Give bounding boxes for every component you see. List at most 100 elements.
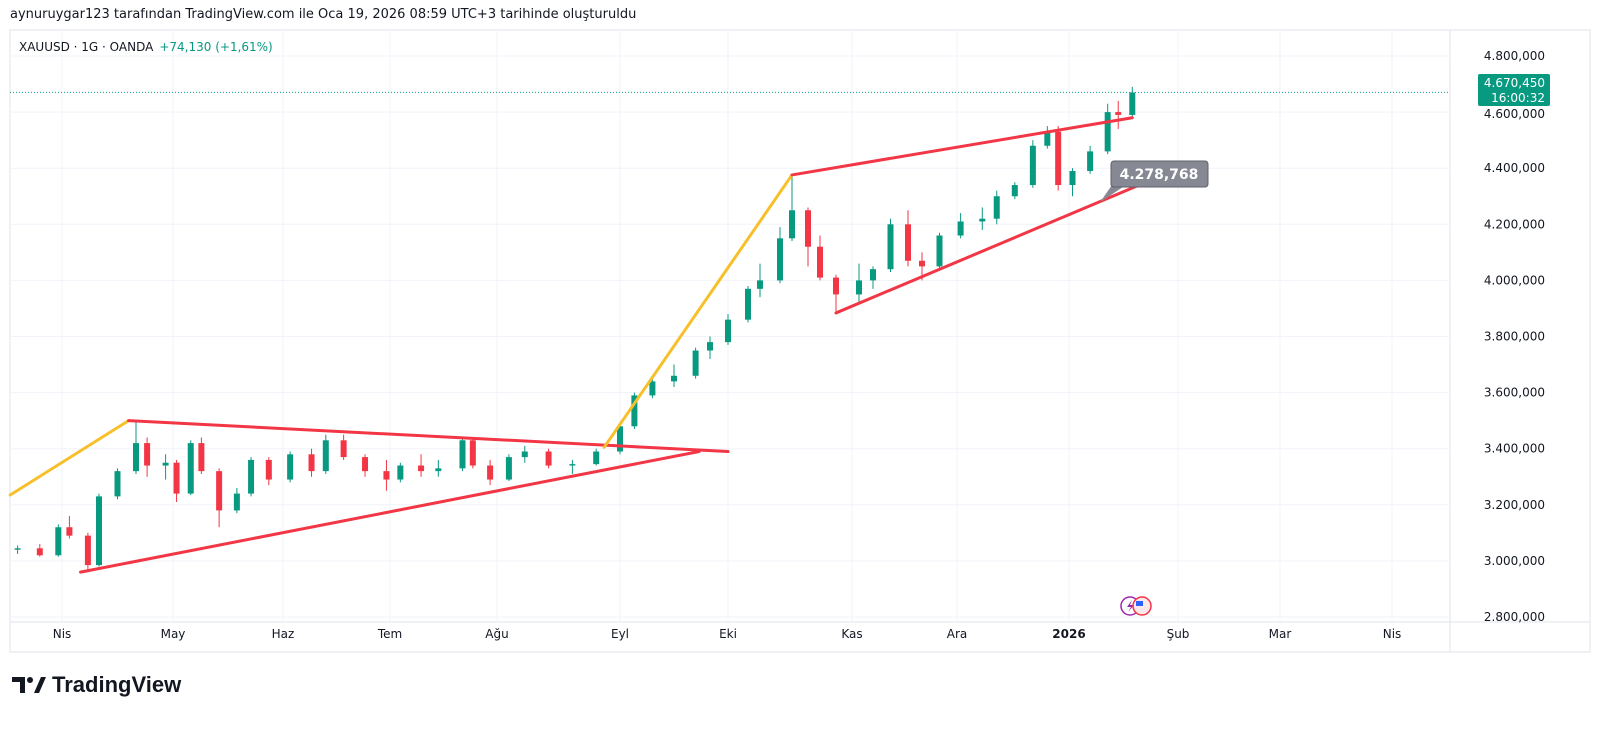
- trendline-red: [834, 183, 1141, 315]
- candle-body: [287, 454, 294, 480]
- x-tick-label: May: [161, 627, 186, 641]
- candle-body: [789, 210, 795, 239]
- x-tick-label: Eyl: [611, 627, 629, 641]
- candle-body: [216, 471, 223, 511]
- y-tick-label: 3.000,000: [1484, 554, 1545, 568]
- candle-body: [248, 459, 255, 494]
- candle-body: [1055, 131, 1062, 186]
- candle-body: [505, 457, 512, 480]
- candle-body: [1029, 145, 1036, 186]
- tradingview-logo[interactable]: TradingView: [12, 672, 181, 698]
- candle-body: [397, 465, 404, 480]
- x-tick-label: Tem: [377, 627, 402, 641]
- lightning-icon: [1127, 600, 1134, 612]
- candle-body: [745, 288, 751, 320]
- x-tick-label: Haz: [272, 627, 295, 641]
- y-tick-label: 4.400,000: [1484, 161, 1545, 175]
- y-tick-label: 2.800,000: [1484, 610, 1545, 624]
- candle-body: [383, 471, 390, 480]
- candle-body: [36, 548, 43, 556]
- candle-body: [593, 451, 600, 465]
- x-tick-label: Şub: [1167, 627, 1190, 641]
- candle-body: [114, 471, 121, 497]
- y-tick-label: 3.400,000: [1484, 442, 1545, 456]
- candle-body: [545, 451, 552, 466]
- candle-body: [725, 319, 731, 343]
- brand-name: TradingView: [52, 672, 182, 697]
- y-tick-label: 3.200,000: [1484, 498, 1545, 512]
- trendline-yellow: [8, 419, 131, 497]
- trendline-red: [79, 450, 701, 574]
- candle-body: [777, 238, 783, 281]
- y-tick-label: 4.800,000: [1484, 49, 1545, 63]
- candle-body: [435, 468, 442, 472]
- y-tick-label: 3.800,000: [1484, 330, 1545, 344]
- candle-body: [569, 464, 576, 466]
- callout-label: 4.278,768: [1120, 167, 1199, 183]
- y-tick-label: 4.000,000: [1484, 273, 1545, 287]
- trendline-red: [790, 116, 1134, 177]
- candle-body: [340, 440, 347, 458]
- symbol-legend: XAUUSD · 1G · OANDA +74,130 (+1,61%): [19, 40, 273, 54]
- candle-body: [919, 260, 925, 267]
- x-tick-label: Nis: [1383, 627, 1402, 641]
- candle-body: [265, 459, 272, 480]
- candle-body: [162, 462, 169, 466]
- last-price-value: 4.670,450: [1484, 76, 1545, 90]
- candle-body: [1104, 112, 1111, 152]
- candle-body: [1044, 131, 1051, 146]
- candle-body: [362, 457, 369, 472]
- x-tick-label: Ara: [947, 627, 968, 641]
- candle-body: [805, 210, 811, 247]
- chart-credit: aynuruygar123 tarafından TradingView.com…: [10, 7, 637, 22]
- x-tick-label: 2026: [1052, 627, 1085, 641]
- candle-body: [84, 535, 91, 566]
- candle-body: [55, 527, 62, 556]
- candle-body: [1087, 151, 1094, 172]
- candle-body: [173, 462, 180, 494]
- candle-body: [817, 246, 823, 278]
- callout-box: [1110, 160, 1209, 188]
- candle-body: [144, 443, 151, 466]
- candle-body: [521, 451, 528, 458]
- candle-body: [617, 426, 623, 452]
- tradingview-logo-icon: [12, 677, 46, 693]
- x-tick-label: Eki: [719, 627, 737, 641]
- candle-body: [1011, 185, 1018, 197]
- candle-body: [757, 280, 763, 289]
- candle-body: [1129, 92, 1136, 115]
- candle-body: [905, 224, 911, 261]
- candle-body: [833, 277, 839, 295]
- candle-body: [957, 221, 964, 236]
- y-tick-label: 4.600,000: [1484, 107, 1545, 121]
- candle-body: [66, 527, 73, 536]
- candle-body: [14, 548, 21, 550]
- x-tick-label: Ağu: [485, 627, 508, 641]
- candle-body: [487, 465, 494, 480]
- y-tick-label: 3.600,000: [1484, 386, 1545, 400]
- trendline-yellow: [602, 173, 794, 449]
- candle-body: [133, 443, 139, 472]
- symbol-label: XAUUSD · 1G · OANDA: [19, 40, 154, 54]
- bar-countdown: 16:00:32: [1491, 91, 1545, 105]
- plot-frame: [9, 29, 1591, 653]
- price-change: +74,130 (+1,61%): [159, 40, 273, 54]
- candle-body: [96, 496, 102, 566]
- x-tick-label: Mar: [1269, 627, 1292, 641]
- candle-body: [707, 342, 713, 351]
- us-flag-icon: [1136, 601, 1143, 606]
- candle-body: [187, 443, 194, 494]
- callout-pointer: [1100, 185, 1126, 203]
- candle-body: [233, 493, 240, 511]
- candle-body: [322, 440, 329, 472]
- candle-body: [1069, 171, 1076, 186]
- candle-body: [1115, 112, 1122, 115]
- candle-body: [649, 381, 656, 396]
- candle-body: [979, 218, 986, 222]
- y-tick-label: 4.200,000: [1484, 217, 1545, 231]
- candle-body: [469, 440, 476, 466]
- candle-body: [308, 454, 315, 472]
- candle-body: [887, 224, 894, 270]
- candle-body: [856, 280, 862, 295]
